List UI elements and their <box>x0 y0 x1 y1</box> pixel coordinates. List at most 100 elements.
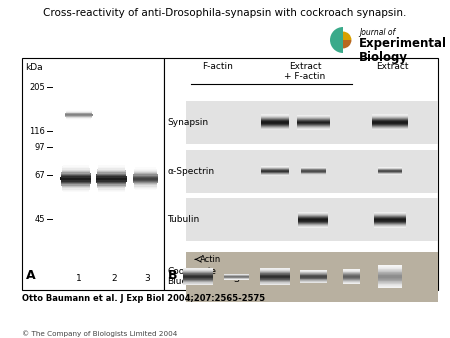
Bar <box>261 129 288 130</box>
Bar <box>343 278 360 279</box>
Bar <box>297 123 330 124</box>
Bar <box>63 190 89 192</box>
Bar <box>135 188 157 190</box>
Bar <box>300 271 327 272</box>
Bar <box>261 170 288 171</box>
Bar <box>261 117 288 118</box>
Bar <box>297 128 330 129</box>
Bar <box>297 120 330 121</box>
Bar <box>374 227 406 228</box>
Bar <box>97 185 126 187</box>
Bar <box>62 170 90 172</box>
Bar <box>297 117 330 118</box>
Bar <box>372 118 408 119</box>
Bar <box>378 172 402 173</box>
Bar <box>300 273 327 274</box>
Bar <box>372 119 408 120</box>
Bar <box>135 167 157 169</box>
Bar <box>260 282 290 283</box>
Bar <box>260 279 290 280</box>
Bar <box>378 169 402 170</box>
Bar <box>66 111 91 112</box>
Bar <box>372 129 408 130</box>
Bar <box>183 281 213 282</box>
Bar <box>183 268 213 269</box>
Bar <box>343 273 360 274</box>
Bar <box>372 126 408 127</box>
Text: S: S <box>234 275 239 284</box>
Bar <box>67 119 91 120</box>
Bar <box>260 270 290 271</box>
Bar <box>343 277 360 278</box>
Bar <box>297 126 330 127</box>
Bar <box>298 226 328 227</box>
Bar <box>186 101 438 144</box>
Bar <box>298 212 328 213</box>
Bar <box>133 176 158 178</box>
Bar <box>183 272 213 273</box>
Bar <box>96 180 127 182</box>
Bar <box>261 124 288 125</box>
Bar <box>260 281 290 282</box>
Text: 3: 3 <box>144 274 150 283</box>
Bar <box>343 271 360 272</box>
Bar <box>261 128 288 129</box>
Bar <box>134 174 158 175</box>
Text: P: P <box>196 275 201 284</box>
Text: S: S <box>310 275 316 284</box>
Bar <box>63 189 90 191</box>
Bar <box>374 221 406 222</box>
Bar <box>301 174 326 175</box>
Bar <box>378 270 402 271</box>
Text: P: P <box>349 275 355 284</box>
Bar <box>186 150 438 193</box>
Bar <box>65 113 92 114</box>
Text: Extract: Extract <box>377 62 409 71</box>
Bar <box>67 110 91 111</box>
Bar <box>297 120 330 121</box>
Text: S: S <box>387 275 393 284</box>
Bar <box>260 270 290 271</box>
Bar <box>300 270 327 271</box>
Bar <box>378 282 402 283</box>
Bar <box>378 275 402 276</box>
Bar <box>378 267 402 268</box>
Bar <box>343 274 360 275</box>
Bar <box>378 283 402 284</box>
Bar <box>374 223 406 224</box>
Bar <box>183 283 213 284</box>
Bar <box>261 119 288 120</box>
Bar <box>97 173 126 175</box>
Bar <box>98 187 126 188</box>
Bar <box>261 129 288 130</box>
Bar <box>134 170 157 171</box>
Bar <box>374 212 406 213</box>
Bar <box>374 214 406 215</box>
Bar <box>134 171 157 172</box>
Bar <box>374 217 406 218</box>
Text: A: A <box>26 269 36 282</box>
Bar <box>61 183 91 184</box>
Bar <box>183 282 213 283</box>
Bar <box>378 168 402 169</box>
Bar <box>61 173 91 175</box>
Bar <box>133 180 158 182</box>
Bar <box>300 280 327 281</box>
Bar <box>378 169 402 170</box>
Bar <box>372 115 408 116</box>
Bar <box>96 176 127 177</box>
Bar <box>66 117 92 118</box>
Bar <box>298 213 328 214</box>
Bar <box>183 271 213 272</box>
Bar <box>97 172 126 173</box>
Wedge shape <box>343 31 351 40</box>
Bar <box>297 118 330 119</box>
Bar <box>297 122 330 123</box>
Bar <box>374 225 406 226</box>
Wedge shape <box>330 27 343 53</box>
Bar <box>343 282 360 283</box>
Bar <box>261 125 288 126</box>
Bar <box>378 170 402 171</box>
Bar <box>183 284 213 285</box>
Text: 45: 45 <box>35 215 45 224</box>
